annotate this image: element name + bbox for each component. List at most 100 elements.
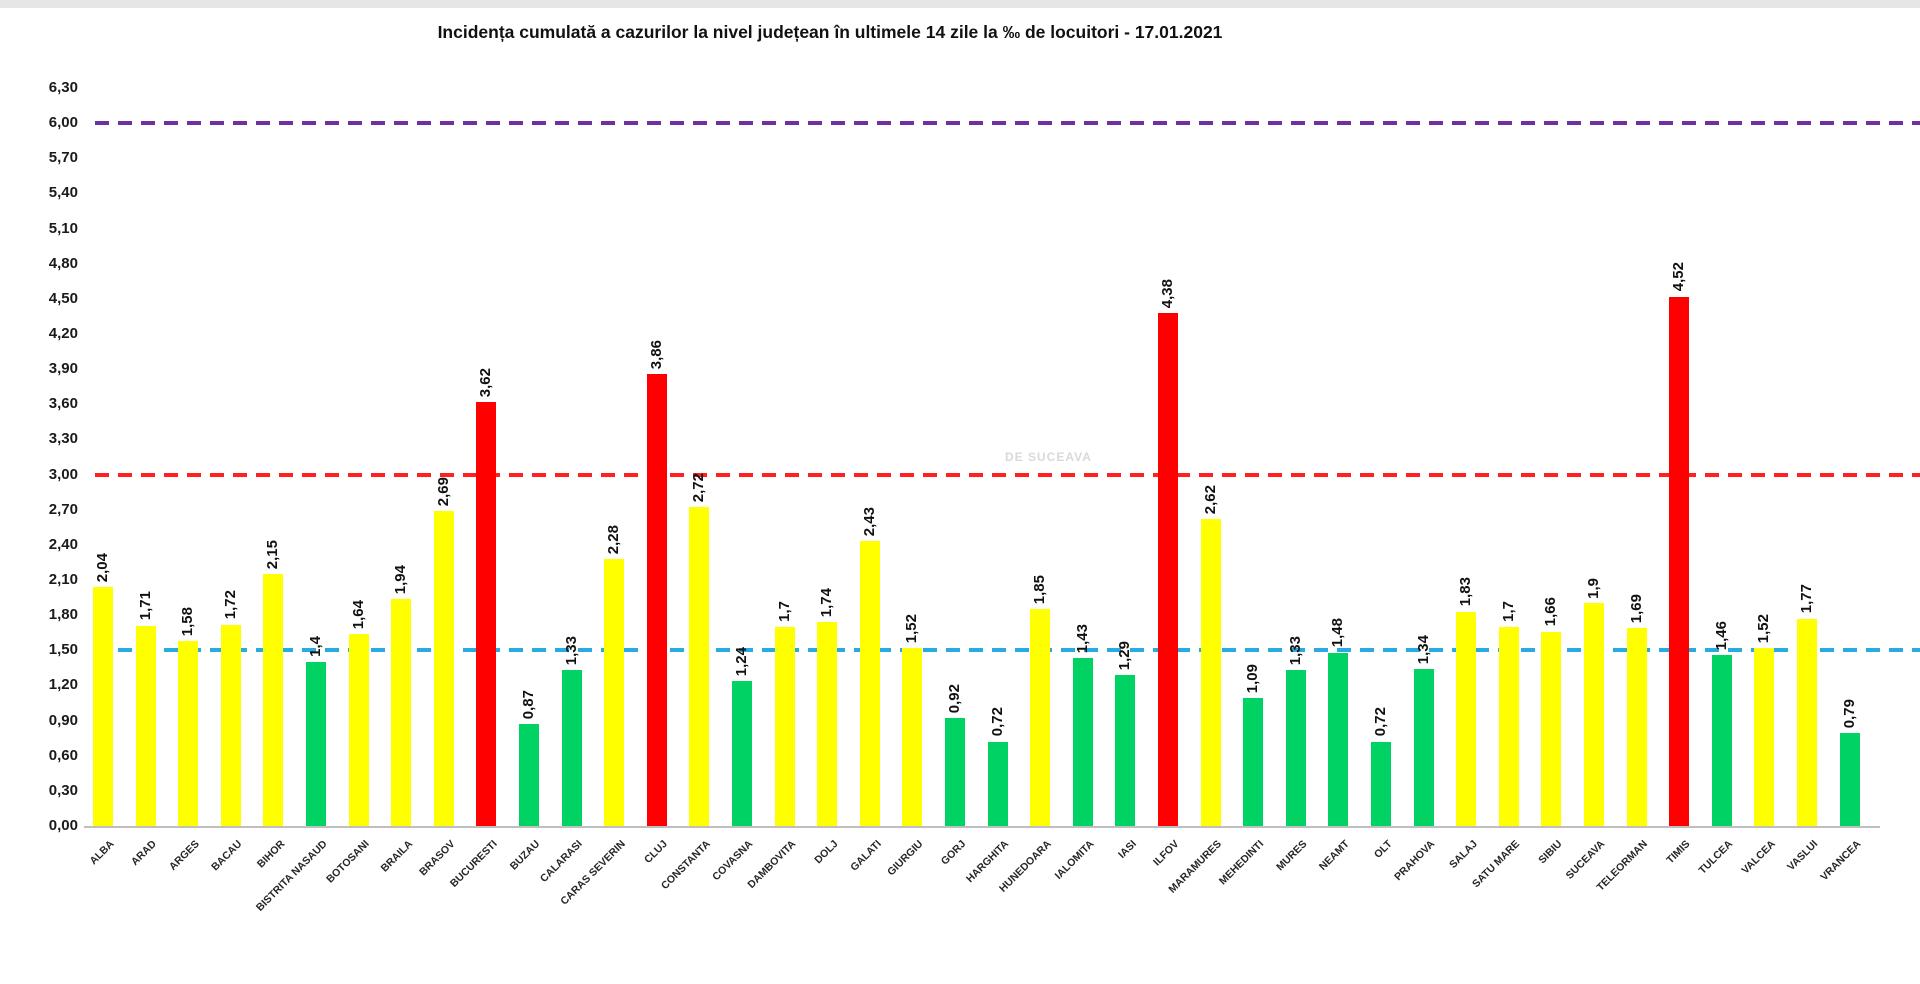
y-tick-label: 6,30 — [48, 79, 78, 96]
y-tick-label: 0,90 — [48, 711, 78, 729]
x-axis-label-sibiu: SIBIU — [1536, 838, 1565, 867]
chart-title: Incidența cumulată a cazurilor la nivel … — [437, 22, 1223, 42]
bar-harghita — [987, 741, 1008, 826]
bar-mures — [1285, 670, 1306, 826]
bar-salaj — [1456, 611, 1477, 826]
x-axis-label-braila: BRAILA — [378, 838, 415, 875]
bar-value-label: 0,79 — [1840, 699, 1858, 729]
bar-value-label: 2,04 — [94, 552, 111, 583]
bar-value-label: 1,58 — [179, 606, 197, 636]
bar-vaslui — [1797, 618, 1817, 826]
x-axis-label-iasi: IASI — [1115, 838, 1139, 861]
bar-value-label: 0,92 — [946, 684, 963, 714]
red-line-3.00 — [95, 472, 1920, 477]
bar-value-label: 1,33 — [562, 636, 580, 666]
bar-value-label: 0,72 — [988, 707, 1006, 737]
y-tick-label: 6,00 — [48, 114, 78, 132]
x-axis-label-covasna: COVASNA — [710, 838, 756, 884]
bar-constanta — [689, 507, 710, 826]
x-axis-label-timis: TIMIS — [1664, 838, 1693, 867]
bar-caras-severin — [604, 558, 625, 826]
x-axis-label-mures: MURES — [1273, 838, 1310, 874]
bar-prahova — [1413, 669, 1434, 826]
bar-bistrita-nasaud — [306, 662, 326, 826]
x-axis-label-mehedinti: MEHEDINTI — [1217, 838, 1267, 888]
bar-value-label: 1,64 — [349, 599, 367, 629]
bar-sibiu — [1541, 631, 1562, 826]
y-tick-label: 4,20 — [48, 325, 78, 342]
bar-botosani — [348, 633, 369, 826]
x-axis-label-bihor: BIHOR — [254, 838, 287, 871]
bar-value-label: 1,85 — [1031, 575, 1049, 605]
y-tick-label: 3,90 — [48, 360, 78, 378]
bar-value-label: 0,87 — [520, 689, 537, 720]
bar-value-label: 1,43 — [1073, 624, 1091, 654]
y-tick-label: 0,60 — [48, 746, 78, 764]
bar-value-label: 1,7 — [775, 601, 793, 622]
x-axis-line — [84, 826, 1880, 828]
bar-value-label: 1,74 — [818, 587, 836, 618]
bar-timis — [1669, 296, 1690, 826]
bar-tulcea — [1711, 654, 1732, 826]
bar-value-label: 1,72 — [221, 590, 239, 620]
top-border — [0, 0, 1920, 8]
x-axis-label-bistrita-nasaud: BISTRITA NASAUD — [253, 838, 330, 914]
y-tick-label: 0,00 — [48, 817, 78, 834]
bar-cluj — [646, 373, 667, 826]
bar-ilfov — [1158, 312, 1178, 826]
x-axis-label-giurgiu: GIURGIU — [885, 838, 926, 879]
bar-neamt — [1328, 652, 1349, 826]
bar-value-label: 1,24 — [733, 646, 750, 676]
blue-line-1.50 — [95, 648, 1920, 653]
y-tick-label: 5,70 — [48, 149, 78, 167]
bar-gorj — [945, 718, 965, 826]
x-axis-label-buzau: BUZAU — [508, 838, 543, 873]
x-axis-label-alba: ALBA — [87, 838, 117, 868]
bar-value-label: 1,69 — [1627, 593, 1645, 624]
x-axis-label-brasov: BRASOV — [417, 838, 458, 879]
bar-alba — [93, 587, 113, 826]
bar-teleorman — [1626, 628, 1647, 826]
bar-value-label: 2,69 — [434, 476, 452, 506]
y-tick-label: 4,50 — [48, 289, 78, 307]
x-axis-label-suceava: SUCEAVA — [1563, 838, 1608, 882]
bar-maramures — [1200, 519, 1221, 826]
bar-ialomita — [1072, 658, 1093, 826]
bar-giurgiu — [902, 647, 923, 826]
x-axis-label-cluj: CLUJ — [642, 838, 671, 866]
bar-dolj — [817, 622, 838, 826]
bar-suceava — [1584, 603, 1604, 826]
bar-braila — [391, 598, 412, 826]
bar-calarasi — [561, 670, 582, 826]
purple-line-6.00 — [95, 121, 1920, 126]
bar-value-label: 2,43 — [860, 507, 878, 537]
bar-mehedinti — [1243, 698, 1264, 826]
y-tick-label: 2,70 — [48, 500, 78, 518]
bar-buzau — [519, 724, 539, 826]
y-tick-label: 3,60 — [48, 395, 78, 413]
bar-galati — [859, 541, 880, 826]
bar-valcea — [1754, 647, 1775, 826]
x-axis-label-dolj: DOLJ — [812, 838, 841, 867]
y-tick-label: 3,30 — [48, 430, 78, 448]
y-tick-label: 5,10 — [48, 219, 78, 237]
bar-arad — [135, 625, 156, 826]
x-axis-label-ialomita: IALOMITA — [1052, 838, 1097, 882]
y-tick-label: 4,80 — [48, 254, 78, 272]
bar-value-label: 1,7 — [1499, 601, 1517, 622]
bar-bihor — [263, 574, 284, 826]
bar-value-label: 2,62 — [1201, 484, 1219, 515]
bar-value-label: 3,86 — [647, 339, 665, 369]
bar-covasna — [732, 680, 752, 826]
x-axis-label-gorj: GORJ — [938, 838, 969, 868]
bar-value-label: 1,9 — [1585, 577, 1602, 599]
bar-value-label: 1,33 — [1286, 636, 1304, 666]
bar-olt — [1371, 741, 1391, 826]
x-axis-label-ilfov: ILFOV — [1151, 838, 1182, 869]
bar-value-label: 4,38 — [1159, 278, 1176, 308]
x-axis-label-neamt: NEAMT — [1317, 838, 1352, 873]
bar-hunedoara — [1030, 609, 1051, 826]
x-axis-label-arad: ARAD — [129, 838, 160, 868]
x-axis-label-prahova: PRAHOVA — [1392, 838, 1438, 884]
x-axis-label-galati: GALATI — [847, 838, 884, 874]
